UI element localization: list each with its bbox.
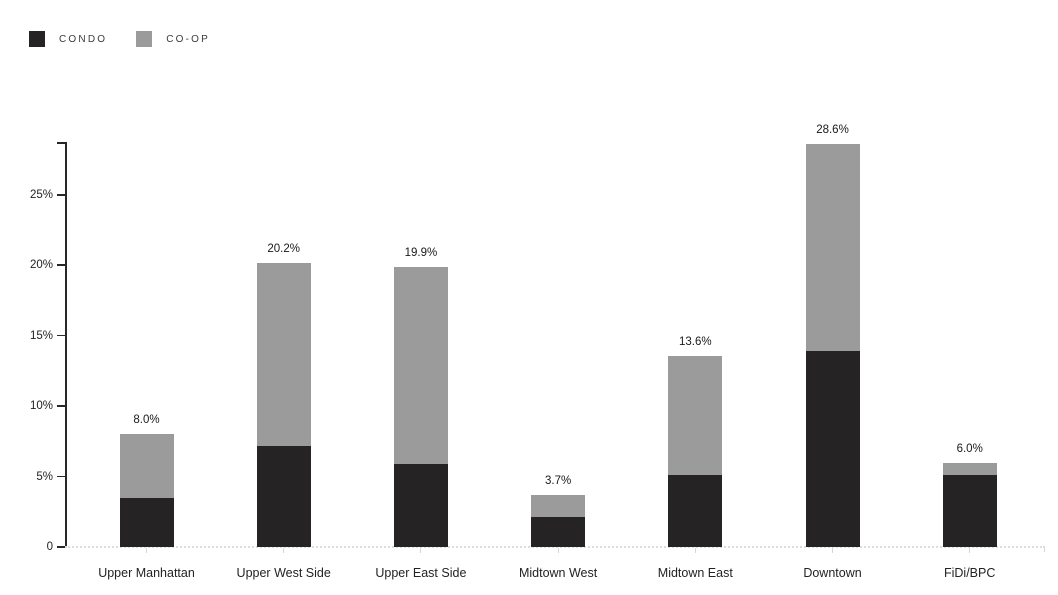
- x-axis-tick: [557, 548, 559, 553]
- x-axis-category-label: Midtown West: [518, 566, 598, 580]
- bar-total-label: 28.6%: [816, 124, 849, 137]
- y-axis-tick-label: 0: [46, 541, 53, 553]
- bar-segment-condo: [393, 463, 448, 547]
- bar-total-label: 8.0%: [133, 414, 160, 427]
- x-axis-category-label: Upper West Side: [236, 566, 331, 580]
- y-axis-tick: [57, 475, 65, 478]
- y-axis-tick-label: 20%: [29, 259, 53, 272]
- chart-legend: CONDO CO-OP: [29, 31, 210, 47]
- y-axis-top-cap: [57, 142, 65, 144]
- x-axis-tick: [832, 548, 833, 553]
- y-axis-tick-label: 15%: [29, 329, 53, 342]
- y-axis-tick-label: 25%: [29, 189, 53, 201]
- y-axis-tick: [57, 264, 65, 266]
- x-axis-tick: [420, 548, 422, 553]
- x-axis-tick: [146, 548, 147, 553]
- bar-segment-coop: [531, 494, 586, 518]
- y-axis-tick: [57, 405, 65, 407]
- bar-total-label: 20.2%: [267, 242, 300, 255]
- bar-segment-condo: [119, 497, 174, 547]
- bar-segment-condo: [668, 475, 723, 547]
- x-axis-category-label: Downtown: [803, 566, 862, 580]
- x-axis-category-label: Midtown East: [657, 566, 733, 580]
- bar-segment-condo: [531, 517, 586, 547]
- bar-total-label: 13.6%: [678, 335, 712, 348]
- y-axis-tick: [57, 334, 65, 337]
- x-axis-category-label: FiDi/BPC: [943, 566, 996, 580]
- x-axis-tick: [969, 548, 971, 553]
- bar-segment-coop: [393, 266, 448, 464]
- bar-total-label: 3.7%: [544, 474, 572, 487]
- legend-swatch-icon: [136, 31, 153, 47]
- bar-segment-coop: [668, 355, 723, 476]
- bar-segment-condo: [805, 351, 860, 547]
- bar-segment-coop: [256, 262, 311, 446]
- y-axis-tick: [57, 194, 65, 196]
- bar-total-label: 19.9%: [404, 246, 438, 259]
- legend-item-condo: CONDO: [29, 31, 107, 47]
- bar-segment-condo: [942, 475, 997, 547]
- legend-swatch-icon: [29, 31, 45, 47]
- x-axis-tick: [694, 548, 696, 553]
- y-axis-line: [65, 142, 67, 547]
- legend-label: CONDO: [59, 33, 108, 45]
- y-axis-tick-label: 5%: [36, 470, 53, 483]
- y-axis-tick-label: 10%: [29, 400, 53, 413]
- bar-segment-coop: [942, 462, 997, 476]
- x-axis-category-label: Upper Manhattan: [98, 566, 195, 580]
- bar-segment-coop: [805, 144, 860, 352]
- x-axis-tick: [283, 548, 285, 553]
- x-axis-category-label: Upper East Side: [375, 566, 467, 580]
- x-axis-baseline: [65, 546, 1045, 548]
- legend-label: CO-OP: [166, 33, 211, 45]
- y-axis-tick: [57, 546, 65, 548]
- bar-total-label: 6.0%: [956, 442, 983, 455]
- bar-segment-condo: [256, 445, 311, 547]
- legend-item-co-op: CO-OP: [136, 31, 210, 47]
- baseline-end-tick: [1044, 548, 1045, 552]
- bar-segment-coop: [119, 434, 174, 498]
